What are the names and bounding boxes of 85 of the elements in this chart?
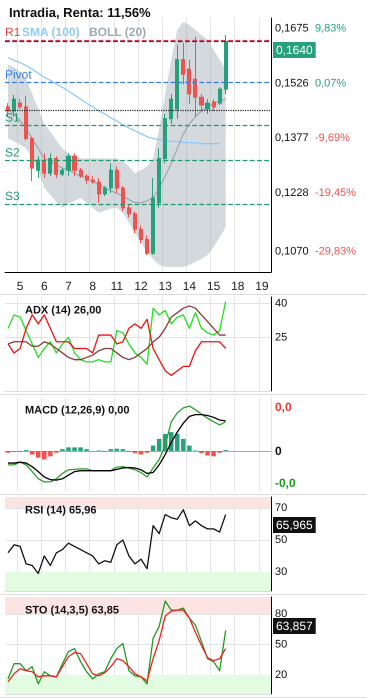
text: RSI (14) 65,96 [25,504,97,516]
text: BOLL (20) [89,25,146,39]
candlestick [103,186,107,197]
y2-tick-label: 0,07% [315,77,346,90]
y-tick-label: 0,1526 [275,77,309,90]
candlestick [79,168,83,178]
series-label: SMA (100) [22,25,80,39]
candlestick [97,177,101,204]
y-tick-label: 0,1377 [275,132,309,144]
text: 0,1640 [276,43,314,57]
y-tick-label: 40 [275,298,288,310]
candlestick [218,86,222,106]
y-tick-label: 0,1228 [275,187,309,200]
candlestick [24,96,28,141]
x-tick-label: 6 [40,279,48,293]
x-tick-label: 19 [255,279,269,293]
candlestick [169,93,173,124]
candlestick [36,156,40,178]
text: 65,965 [276,518,314,532]
candlestick [48,152,52,177]
y-tick-label: 0,1675 [275,22,309,34]
x-tick-label: 14 [182,279,196,293]
text: 0,0 [275,400,292,414]
x-tick-label: 12 [134,279,148,293]
candlestick [139,225,143,244]
candlestick [54,156,58,178]
candlestick [181,42,185,85]
candlestick [121,186,125,212]
candlestick [224,34,228,94]
candlestick [205,98,210,114]
text: 0 [275,444,282,458]
line-series [7,98,226,204]
candlestick [18,98,22,110]
y-tick-label: 30 [275,566,288,578]
y-tick-label: 20 [275,668,288,681]
x-tick-label: 13 [158,279,172,293]
text: STO (14,3,5) 63,85 [25,604,119,616]
candlestick [175,44,179,120]
x-tick-label: 7 [65,279,72,293]
candlestick [193,36,197,118]
y-tick-label: 50 [275,638,288,650]
candlestick [85,174,89,184]
x-tick-label: 5 [16,279,24,293]
text: 63,857 [276,619,314,633]
candlestick [199,93,204,112]
ref-line-label: Pivot [5,68,32,82]
y-tick-label: 25 [275,331,288,344]
chart-title: Intradia, Renta: 11,56% [9,5,152,20]
candlestick [187,59,191,104]
x-tick-label: 8 [89,279,96,293]
chart-title: MACD (12,26,9) 0,00 [25,404,130,416]
y-tick-label: 0,1070 [275,245,309,258]
text: -0,0 [275,476,296,490]
candlestick [145,234,149,256]
x-tick-label: 11 [110,279,124,293]
candlestick [115,166,119,194]
ref-line-label: S1 [5,110,20,124]
candlestick [212,98,216,112]
ref-line-label: R1 [5,24,21,39]
candlestick [151,177,155,256]
x-tick-label: 15 [206,279,221,293]
text: ADX (14) 26,00 [25,304,102,316]
ref-line-label: S3 [5,189,20,204]
y-tick-label: 70 [275,502,288,514]
x-tick-label: 18 [231,279,245,293]
candlestick [127,203,131,218]
y2-tick-label: -19,45% [315,187,356,200]
candlestick [66,152,71,177]
line-series [7,314,226,376]
candlestick [30,136,34,182]
line-series [7,56,220,144]
candlestick [133,211,137,234]
candlestick [91,176,95,184]
candlestick [109,162,113,194]
candlestick [163,113,167,164]
y2-tick-label: -9,69% [315,132,350,144]
y-tick-label: 50 [275,534,288,546]
candlestick [42,152,46,178]
y-tick-label: 80 [275,608,288,620]
y2-tick-label: -29,83% [315,245,356,258]
candlestick [60,168,64,177]
candlestick [72,152,77,177]
ref-line-label: S2 [5,146,20,160]
y2-tick-label: 9,83% [315,22,346,34]
candlestick [157,148,161,208]
